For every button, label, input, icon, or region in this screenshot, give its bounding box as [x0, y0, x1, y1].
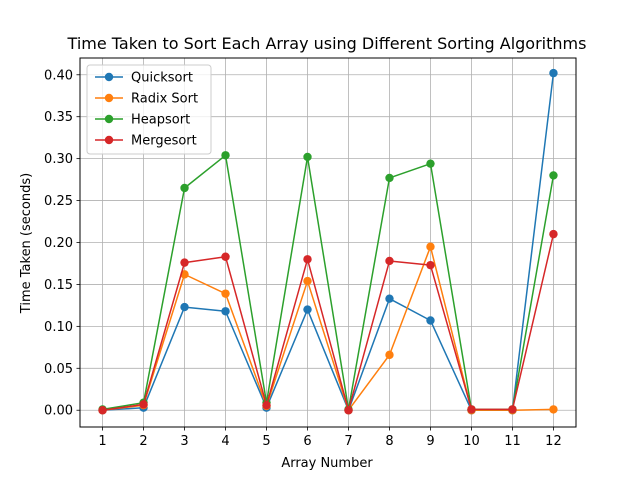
- x-tick-label: 2: [139, 434, 147, 449]
- data-point: [467, 405, 476, 414]
- x-tick-label: 5: [262, 434, 270, 449]
- data-point: [303, 152, 312, 162]
- series-line: [102, 245, 554, 411]
- x-tick-label: 10: [463, 434, 480, 449]
- y-tick-label: 0.30: [44, 152, 73, 167]
- y-tick-label: 0.05: [44, 362, 73, 377]
- y-axis: 0.00 0.05 0.10 0.15 0.20 0.25 0.30 0.35 0.40: [44, 68, 80, 419]
- data-point: [549, 68, 558, 78]
- y-tick-label: 0.35: [44, 110, 73, 125]
- data-point: [385, 294, 394, 303]
- data-point: [385, 350, 394, 360]
- legend-item: Quicksort: [95, 71, 193, 86]
- legend-marker: [104, 93, 114, 103]
- y-tick-label: 0.10: [44, 320, 73, 335]
- series-mergesort: [98, 229, 558, 415]
- legend-item: Radix Sort: [95, 92, 198, 107]
- data-point: [344, 406, 353, 415]
- y-tick-label: 0.20: [44, 236, 73, 251]
- legend-box: [86, 64, 212, 155]
- chart-title: Time Taken to Sort Each Array using Diff…: [67, 34, 587, 53]
- x-axis: 1 2 3 4 5 6 7 8 9 10 11 12: [98, 427, 562, 449]
- data-point: [426, 159, 435, 168]
- data-point: [385, 173, 394, 183]
- data-point: [303, 255, 312, 264]
- y-tick-label: 0.00: [44, 404, 73, 419]
- x-tick-label: 9: [426, 434, 434, 449]
- series-line: [102, 154, 555, 411]
- data-point: [98, 406, 107, 415]
- x-tick-label: 1: [98, 434, 106, 449]
- data-point: [426, 242, 435, 251]
- data-point: [180, 302, 189, 312]
- data-point: [221, 307, 230, 316]
- y-tick-label: 0.40: [44, 68, 73, 83]
- x-tick-label: 4: [221, 434, 229, 449]
- data-point: [221, 252, 230, 261]
- legend-marker: [104, 135, 114, 145]
- series-heapsort: [98, 151, 558, 414]
- legend-label: Mergesort: [131, 134, 197, 149]
- x-tick-label: 6: [303, 434, 311, 449]
- y-tick-label: 0.15: [44, 278, 73, 293]
- legend-marker: [104, 114, 114, 124]
- data-point: [180, 183, 189, 193]
- data-point: [303, 305, 312, 314]
- y-axis-label: Time Taken (seconds): [19, 173, 34, 314]
- x-tick-label: 7: [344, 434, 352, 449]
- x-axis-label: Array Number: [281, 456, 373, 471]
- legend-label: Heapsort: [131, 113, 190, 128]
- data-point: [426, 316, 435, 325]
- y-tick-label: 0.25: [44, 194, 73, 209]
- data-point: [549, 171, 558, 180]
- data-point: [426, 260, 435, 270]
- data-point: [385, 256, 394, 266]
- data-point: [262, 400, 271, 410]
- legend-label: Quicksort: [131, 71, 193, 86]
- x-tick-label: 3: [180, 434, 188, 449]
- series-layer: [98, 68, 558, 415]
- data-point: [221, 151, 230, 160]
- data-point: [508, 405, 517, 414]
- legend-label: Radix Sort: [131, 92, 198, 107]
- data-point: [221, 289, 230, 298]
- legend-marker: [104, 72, 114, 82]
- data-point: [549, 405, 558, 414]
- x-tick-label: 12: [545, 434, 562, 449]
- series-line: [102, 233, 555, 411]
- data-point: [303, 276, 312, 286]
- x-tick-label: 11: [504, 434, 521, 449]
- series-radix-sort: [98, 242, 558, 415]
- legend-item: Heapsort: [95, 113, 190, 128]
- legend-item: Mergesort: [95, 134, 197, 149]
- data-point: [549, 229, 558, 239]
- x-tick-label: 8: [385, 434, 393, 449]
- legend: Quicksort Radix Sort Heapsort Mergesort: [86, 64, 212, 155]
- data-point: [139, 400, 148, 409]
- data-point: [180, 258, 189, 267]
